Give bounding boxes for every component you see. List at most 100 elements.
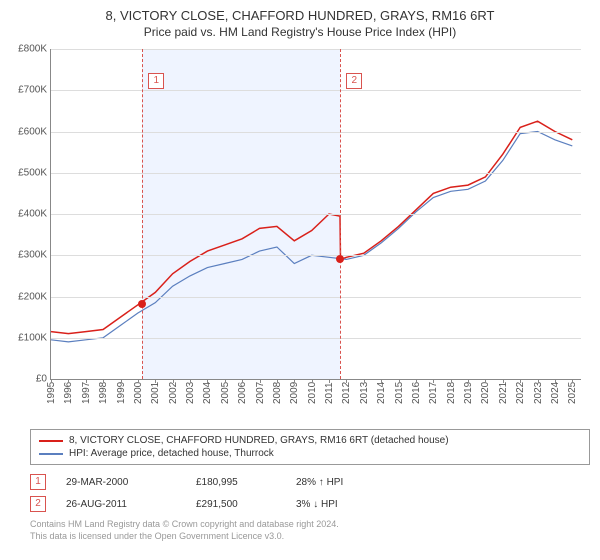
plot-region: £0£100K£200K£300K£400K£500K£600K£700K£80…: [50, 49, 581, 380]
y-tick-label: £100K: [3, 332, 47, 343]
x-tick-label: 2010: [307, 382, 318, 404]
x-tick-label: 2007: [255, 382, 266, 404]
x-tick-mark: [225, 379, 226, 383]
series-line-property: [51, 121, 572, 333]
footer-line2: This data is licensed under the Open Gov…: [30, 531, 590, 543]
x-tick-mark: [312, 379, 313, 383]
legend-label: HPI: Average price, detached house, Thur…: [69, 448, 274, 459]
transaction-marker: 1: [30, 474, 46, 490]
transaction-table: 129-MAR-2000£180,99528% ↑ HPI226-AUG-201…: [30, 471, 590, 515]
x-tick-label: 2002: [168, 382, 179, 404]
y-tick-label: £800K: [3, 44, 47, 55]
x-tick-label: 2011: [324, 382, 335, 404]
x-tick-label: 1996: [63, 382, 74, 404]
x-tick-mark: [121, 379, 122, 383]
x-tick-label: 2005: [220, 382, 231, 404]
x-tick-mark: [103, 379, 104, 383]
y-gridline: [51, 132, 581, 133]
x-tick-label: 2009: [289, 382, 300, 404]
x-tick-label: 2024: [550, 382, 561, 404]
legend-label: 8, VICTORY CLOSE, CHAFFORD HUNDRED, GRAY…: [69, 435, 449, 446]
x-tick-mark: [51, 379, 52, 383]
x-tick-label: 2008: [272, 382, 283, 404]
transaction-pct: 3% ↓ HPI: [296, 499, 396, 510]
x-tick-label: 2006: [237, 382, 248, 404]
x-tick-mark: [260, 379, 261, 383]
legend-swatch: [39, 440, 63, 442]
x-tick-mark: [399, 379, 400, 383]
legend-box: 8, VICTORY CLOSE, CHAFFORD HUNDRED, GRAY…: [30, 429, 590, 465]
x-tick-label: 2023: [533, 382, 544, 404]
x-tick-label: 2020: [480, 382, 491, 404]
x-tick-label: 2014: [376, 382, 387, 404]
x-tick-label: 2004: [202, 382, 213, 404]
x-tick-label: 2025: [567, 382, 578, 404]
title-block: 8, VICTORY CLOSE, CHAFFORD HUNDRED, GRAY…: [0, 0, 600, 39]
y-tick-label: £200K: [3, 291, 47, 302]
legend-row: 8, VICTORY CLOSE, CHAFFORD HUNDRED, GRAY…: [39, 434, 581, 447]
transaction-row: 129-MAR-2000£180,99528% ↑ HPI: [30, 471, 590, 493]
x-tick-mark: [451, 379, 452, 383]
x-tick-mark: [294, 379, 295, 383]
y-tick-label: £700K: [3, 85, 47, 96]
y-tick-label: £300K: [3, 250, 47, 261]
event-vline: [340, 49, 341, 379]
legend-swatch: [39, 453, 63, 455]
x-tick-mark: [433, 379, 434, 383]
x-tick-mark: [190, 379, 191, 383]
transaction-price: £291,500: [196, 499, 276, 510]
x-tick-mark: [538, 379, 539, 383]
x-tick-mark: [242, 379, 243, 383]
y-gridline: [51, 173, 581, 174]
x-tick-label: 2022: [515, 382, 526, 404]
x-tick-label: 2021: [498, 382, 509, 404]
x-tick-label: 2018: [446, 382, 457, 404]
sale-point-marker: [336, 255, 344, 263]
transaction-marker: 2: [30, 496, 46, 512]
legend-row: HPI: Average price, detached house, Thur…: [39, 447, 581, 460]
x-tick-mark: [468, 379, 469, 383]
x-tick-mark: [485, 379, 486, 383]
x-tick-mark: [381, 379, 382, 383]
y-tick-label: £400K: [3, 209, 47, 220]
transaction-pct: 28% ↑ HPI: [296, 477, 396, 488]
x-tick-mark: [173, 379, 174, 383]
y-gridline: [51, 255, 581, 256]
chart-container: 8, VICTORY CLOSE, CHAFFORD HUNDRED, GRAY…: [0, 0, 600, 560]
transaction-row: 2 26-AUG-2011 £291,500 3% ↓ HPI: [30, 493, 590, 515]
x-tick-mark: [86, 379, 87, 383]
y-tick-label: £0: [3, 374, 47, 385]
event-marker-box: 2: [346, 73, 362, 89]
y-gridline: [51, 297, 581, 298]
x-tick-label: 2001: [150, 382, 161, 404]
transaction-date: 26-AUG-2011: [66, 499, 176, 510]
footer-notice: Contains HM Land Registry data © Crown c…: [30, 519, 590, 542]
x-tick-label: 2003: [185, 382, 196, 404]
sale-point-marker: [138, 300, 146, 308]
y-gridline: [51, 49, 581, 50]
title-address: 8, VICTORY CLOSE, CHAFFORD HUNDRED, GRAY…: [0, 8, 600, 23]
y-gridline: [51, 214, 581, 215]
x-tick-label: 1997: [81, 382, 92, 404]
x-tick-label: 2000: [133, 382, 144, 404]
x-tick-mark: [416, 379, 417, 383]
x-tick-label: 1998: [98, 382, 109, 404]
chart-area: £0£100K£200K£300K£400K£500K£600K£700K£80…: [50, 49, 580, 379]
x-tick-label: 2019: [463, 382, 474, 404]
x-tick-mark: [503, 379, 504, 383]
x-tick-mark: [364, 379, 365, 383]
transaction-price: £180,995: [196, 477, 276, 488]
event-vline: [142, 49, 143, 379]
x-tick-mark: [555, 379, 556, 383]
x-tick-label: 1999: [116, 382, 127, 404]
x-tick-label: 1995: [46, 382, 57, 404]
title-subtitle: Price paid vs. HM Land Registry's House …: [0, 25, 600, 39]
y-gridline: [51, 338, 581, 339]
x-tick-mark: [329, 379, 330, 383]
footer-line1: Contains HM Land Registry data © Crown c…: [30, 519, 590, 531]
x-tick-mark: [277, 379, 278, 383]
x-tick-mark: [155, 379, 156, 383]
x-tick-mark: [572, 379, 573, 383]
x-tick-label: 2016: [411, 382, 422, 404]
x-tick-mark: [207, 379, 208, 383]
